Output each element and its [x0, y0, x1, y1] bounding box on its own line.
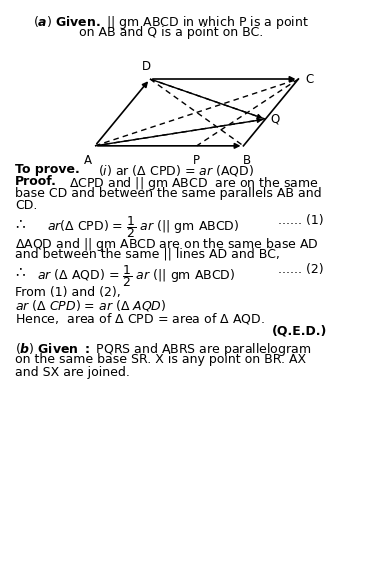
- Text: $\Delta$CPD and || gm ABCD  are on the same: $\Delta$CPD and || gm ABCD are on the sa…: [68, 175, 318, 192]
- Text: D: D: [142, 60, 151, 73]
- Text: ...... (2): ...... (2): [278, 263, 324, 276]
- Text: (Q.E.D.): (Q.E.D.): [272, 325, 327, 338]
- Text: ...... (1): ...... (1): [278, 214, 324, 227]
- Text: From (1) and (2),: From (1) and (2),: [15, 286, 121, 299]
- Text: $(i)$ ar $(\Delta$ CPD$)$ = $ar$ (AQD): $(i)$ ar $(\Delta$ CPD$)$ = $ar$ (AQD): [98, 163, 254, 178]
- Text: Q: Q: [270, 112, 280, 126]
- Text: Proof.: Proof.: [15, 175, 57, 188]
- Text: C: C: [305, 73, 314, 85]
- Text: To prove.: To prove.: [15, 163, 80, 176]
- Text: $ar$ $(\Delta$ CPD$)$ = $ar$ $(\Delta$ AQD$)$: $ar$ $(\Delta$ CPD$)$ = $ar$ $(\Delta$ A…: [15, 298, 166, 313]
- Text: ∴: ∴: [15, 216, 25, 231]
- Text: A: A: [84, 154, 92, 168]
- Text: on the same base SR. X is any point on BR. AX: on the same base SR. X is any point on B…: [15, 353, 306, 366]
- Text: B: B: [243, 154, 251, 168]
- Text: ∴: ∴: [15, 264, 25, 279]
- Text: ($\bfit{a}$) $\mathbf{Given.}$ || gm ABCD in which P is a point: ($\bfit{a}$) $\mathbf{Given.}$ || gm ABC…: [33, 14, 309, 31]
- Text: and SX are joined.: and SX are joined.: [15, 366, 130, 379]
- Text: P: P: [193, 154, 200, 168]
- Text: Hence,  area of $\Delta$ CPD = area of $\Delta$ AQD.: Hence, area of $\Delta$ CPD = area of $\…: [15, 311, 265, 326]
- Text: base CD and between the same parallels AB and: base CD and between the same parallels A…: [15, 187, 321, 200]
- Text: on AB and Q is a point on BC.: on AB and Q is a point on BC.: [79, 26, 263, 39]
- Text: ($\bfit{b}$) $\mathbf{Given\ :}$ PQRS and ABRS are parallelogram: ($\bfit{b}$) $\mathbf{Given\ :}$ PQRS an…: [15, 341, 311, 358]
- Text: $ar$ $(\Delta$ AQD$)$ = $\dfrac{1}{2}$ $ar$ (|| gm ABCD): $ar$ $(\Delta$ AQD$)$ = $\dfrac{1}{2}$ $…: [37, 263, 235, 289]
- Text: $\Delta$AQD and || gm ABCD are on the same base AD: $\Delta$AQD and || gm ABCD are on the sa…: [15, 236, 319, 253]
- Text: $ar(\Delta$ CPD$)$ = $\dfrac{1}{2}$ $ar$ (|| gm ABCD): $ar(\Delta$ CPD$)$ = $\dfrac{1}{2}$ $ar$…: [47, 214, 240, 240]
- Text: CD.: CD.: [15, 199, 37, 212]
- Text: and between the same || lines AD and BC,: and between the same || lines AD and BC,: [15, 248, 280, 261]
